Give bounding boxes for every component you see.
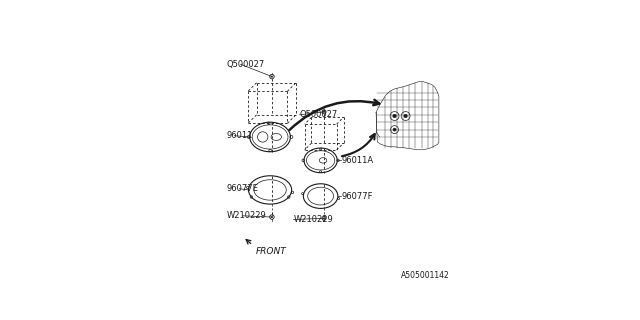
Text: A505001142: A505001142	[401, 271, 450, 280]
Circle shape	[271, 216, 273, 218]
Text: 96011A: 96011A	[342, 156, 374, 165]
Text: 96011: 96011	[227, 131, 253, 140]
Circle shape	[393, 114, 396, 118]
Text: W210229: W210229	[294, 215, 333, 224]
Circle shape	[323, 111, 324, 113]
Circle shape	[323, 218, 324, 219]
Circle shape	[393, 128, 396, 131]
Text: W210229: W210229	[227, 211, 267, 220]
Text: 96077F: 96077F	[342, 192, 373, 201]
Text: Q500027: Q500027	[300, 110, 338, 119]
Circle shape	[404, 114, 408, 118]
Text: 96077E: 96077E	[227, 184, 259, 193]
Circle shape	[271, 76, 273, 77]
Text: FRONT: FRONT	[255, 247, 286, 256]
Text: Q500027: Q500027	[227, 60, 265, 69]
